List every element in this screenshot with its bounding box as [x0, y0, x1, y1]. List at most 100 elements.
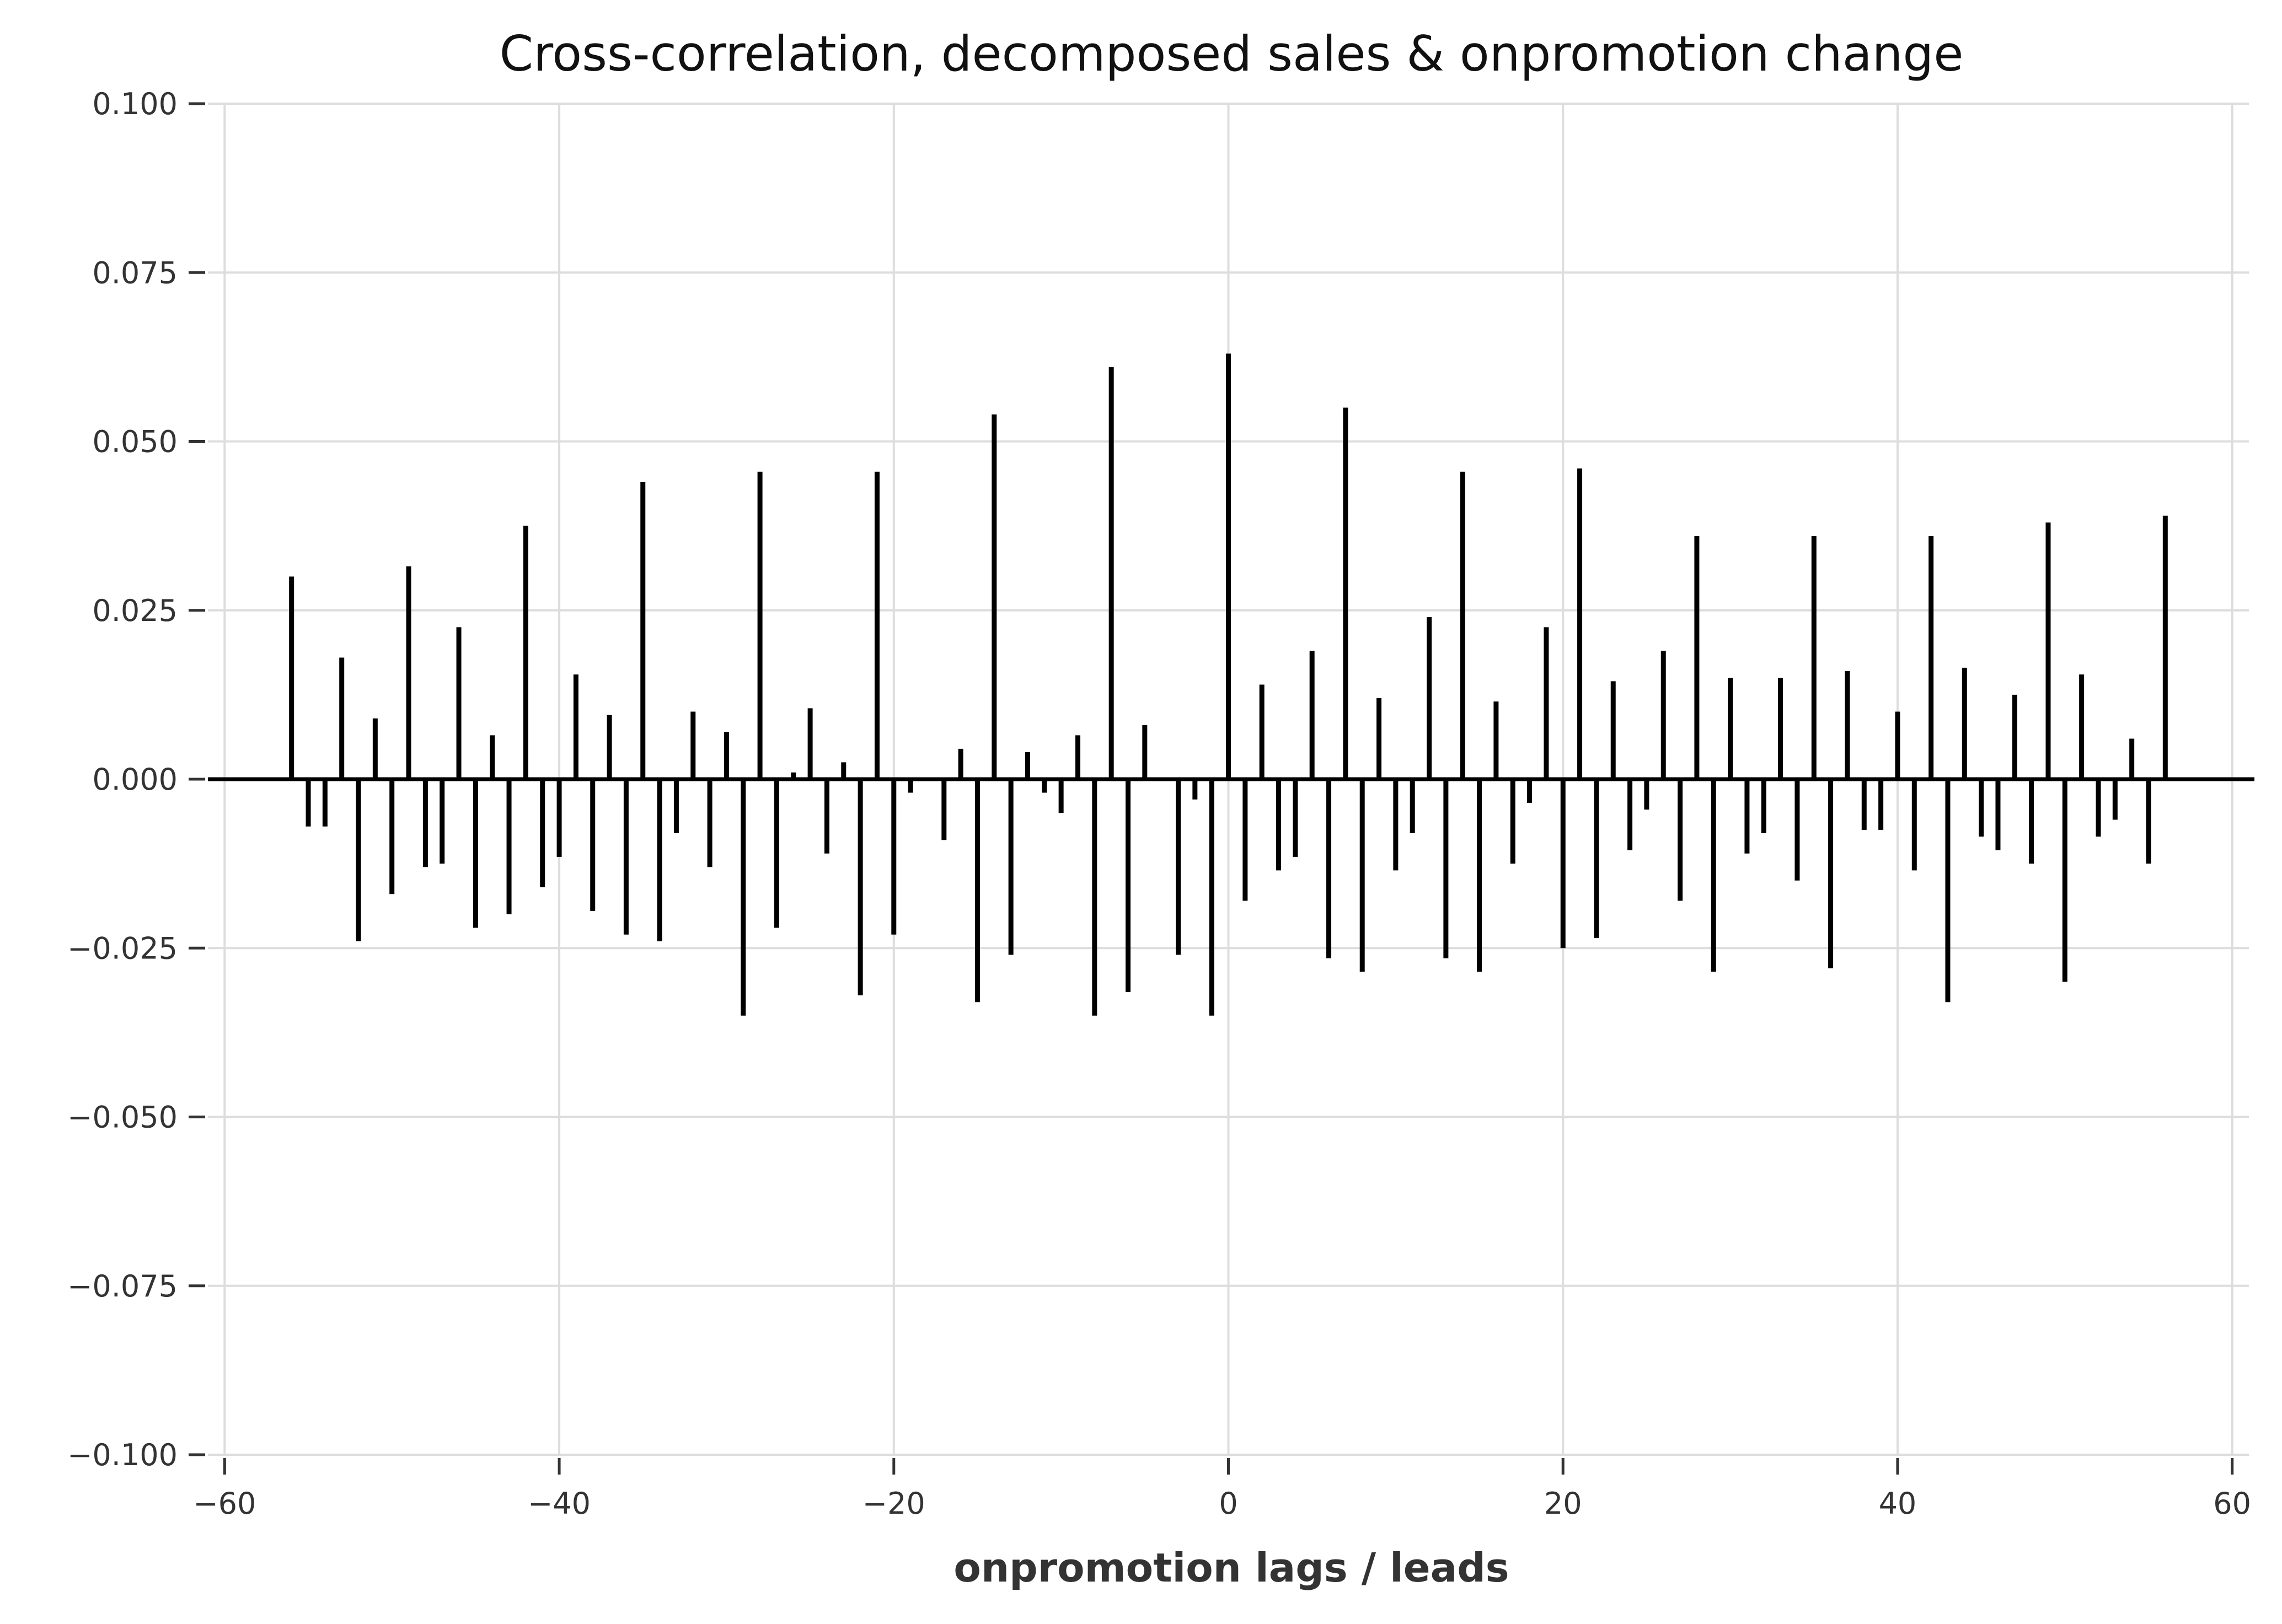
correlation-bar: [623, 779, 629, 935]
correlation-bar: [1510, 779, 1515, 864]
x-tick-label: 0: [1219, 1486, 1238, 1521]
x-tick-label: −40: [528, 1486, 591, 1521]
x-axis-label: onpromotion lags / leads: [953, 1545, 1509, 1591]
correlation-bar: [1878, 779, 1884, 830]
correlation-bar: [1794, 779, 1800, 881]
y-tick-label: −0.075: [67, 1269, 178, 1304]
correlation-bar: [1544, 627, 1549, 779]
correlation-bar: [673, 779, 679, 833]
correlation-bar: [1008, 779, 1014, 955]
correlation-bar: [891, 779, 897, 935]
correlation-bar: [1477, 779, 1482, 972]
correlation-bar: [958, 748, 963, 779]
correlation-bar: [1175, 779, 1181, 955]
correlation-bar: [1393, 779, 1399, 871]
correlation-bar: [1694, 536, 1700, 779]
correlation-bar: [1460, 471, 1465, 779]
correlation-bar: [490, 735, 495, 779]
correlation-bar: [1711, 779, 1716, 972]
correlation-bar: [1678, 779, 1683, 901]
correlation-bar: [1660, 651, 1666, 779]
correlation-bar: [607, 715, 612, 779]
correlation-bar: [741, 779, 746, 1016]
correlation-bar: [356, 779, 361, 941]
y-tick-label: 0.050: [92, 425, 178, 459]
correlation-bar: [1527, 779, 1533, 803]
correlation-bar: [1845, 671, 1850, 779]
correlation-bar: [1761, 779, 1766, 833]
correlation-bar: [422, 779, 428, 867]
correlation-bar: [2012, 694, 2017, 779]
y-tick-label: −0.050: [67, 1100, 178, 1135]
correlation-bar: [1911, 779, 1917, 871]
correlation-bar: [289, 576, 294, 779]
correlation-bar: [2112, 779, 2118, 820]
correlation-bar: [1226, 353, 1231, 779]
correlation-bar: [1326, 779, 1332, 958]
correlation-bar: [1945, 779, 1951, 1003]
correlation-bar: [339, 657, 345, 779]
correlation-bar: [1209, 779, 1214, 1016]
correlation-bar: [1125, 779, 1131, 992]
correlation-bar: [1276, 779, 1282, 871]
correlation-bar: [640, 482, 646, 779]
correlation-bar: [1895, 711, 1900, 779]
correlation-bar: [2096, 779, 2101, 837]
correlation-bar: [573, 674, 578, 779]
correlation-bar: [908, 779, 913, 793]
correlation-bar: [841, 762, 847, 779]
correlation-bar: [372, 718, 378, 779]
correlation-bar: [2045, 522, 2051, 779]
correlation-bar: [707, 779, 713, 867]
chart-title: Cross-correlation, decomposed sales & on…: [500, 25, 1964, 82]
correlation-bar: [389, 779, 395, 894]
correlation-bar: [1560, 779, 1566, 948]
correlation-bar: [1159, 779, 1164, 780]
correlation-bar: [1778, 678, 1783, 779]
correlation-bar: [2146, 779, 2151, 864]
correlation-bar: [1995, 779, 2001, 850]
correlation-bar: [2079, 674, 2085, 779]
correlation-bar: [1025, 752, 1030, 779]
correlation-bar: [824, 779, 829, 854]
correlation-bar: [473, 779, 478, 928]
correlation-bar: [1142, 725, 1148, 779]
x-tick-label: −20: [863, 1486, 925, 1521]
correlation-bar: [1979, 779, 1984, 837]
correlation-bar: [1293, 779, 1298, 857]
correlation-bar: [657, 779, 662, 941]
correlation-bar: [1744, 779, 1750, 854]
correlation-bar: [1828, 779, 1834, 968]
correlation-bar: [807, 708, 813, 779]
correlation-bar: [1627, 779, 1633, 850]
correlation-bar: [590, 779, 596, 911]
correlation-bar: [1410, 779, 1415, 833]
x-tick-label: 20: [1544, 1486, 1582, 1521]
y-tick-label: 0.025: [92, 593, 178, 628]
correlation-bar: [1594, 779, 1599, 938]
correlation-bar: [1929, 536, 1934, 779]
correlation-bar: [523, 526, 528, 779]
correlation-bar: [774, 779, 779, 928]
y-tick-label: 0.075: [92, 255, 178, 290]
y-tick-label: −0.025: [67, 931, 178, 966]
correlation-bar: [1058, 779, 1064, 813]
x-tick-label: 40: [1879, 1486, 1917, 1521]
correlation-bar: [1343, 408, 1348, 779]
correlation-bar: [1577, 468, 1583, 779]
correlation-bar: [974, 779, 980, 1003]
correlation-bar: [757, 471, 763, 779]
correlation-bar: [440, 779, 445, 864]
correlation-bar: [874, 471, 880, 779]
x-tick-label: −60: [193, 1486, 256, 1521]
correlation-bar: [1493, 701, 1499, 779]
correlation-bar: [1610, 681, 1616, 779]
bars: [289, 353, 2168, 1016]
y-axis-ticks: −0.100 −0.075 −0.050 −0.025 0.000 0.025 0.050 0…: [67, 87, 205, 1472]
correlation-bar: [1192, 779, 1198, 800]
correlation-bar: [1861, 779, 1867, 830]
correlation-bar: [540, 779, 545, 887]
correlation-bar: [2062, 779, 2067, 982]
correlation-bar: [1259, 684, 1265, 779]
